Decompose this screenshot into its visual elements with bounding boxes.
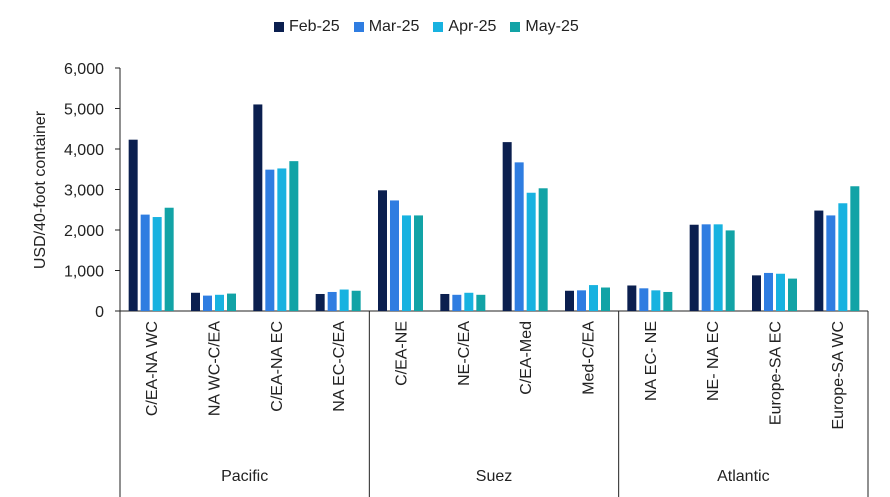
legend-item-mar-25: Mar-25 — [353, 18, 420, 36]
bar — [814, 210, 824, 311]
bar — [140, 214, 150, 311]
bar — [577, 290, 586, 311]
x-tick-label: Europe-SA EC — [768, 321, 785, 425]
bar — [339, 289, 349, 311]
bar — [191, 292, 200, 311]
bar — [663, 291, 673, 311]
bar — [701, 224, 711, 311]
x-tick-label: Europe-SA WC — [830, 321, 847, 429]
bar — [764, 272, 773, 311]
x-tick-label: C/EA-NE — [394, 321, 411, 386]
bar — [713, 224, 723, 311]
y-tick-label: 5,000 — [64, 102, 104, 119]
bar — [378, 190, 387, 311]
legend-swatch-may-25 — [510, 22, 521, 32]
legend-swatch-feb-25 — [274, 22, 284, 32]
bar — [838, 203, 848, 311]
bar — [589, 285, 598, 311]
legend-label-feb-25: Feb-25 — [289, 18, 340, 35]
legend-label-mar-25: Mar-25 — [368, 18, 420, 35]
bar — [538, 188, 548, 311]
bar — [277, 168, 287, 311]
bar — [502, 142, 512, 311]
bar — [850, 186, 860, 311]
bar — [414, 215, 423, 311]
bar — [253, 104, 263, 311]
y-tick-label: 4,000 — [64, 142, 104, 159]
bar — [601, 287, 610, 311]
y-tick-label: 6,000 — [64, 61, 104, 78]
plot-area: 0 1,000 2,000 3,000 4,000 5,000 6,000 C/EA-NA W… — [64, 61, 869, 497]
bar — [215, 294, 224, 311]
legend-item-apr-25: Apr-25 — [433, 18, 496, 36]
bar — [752, 275, 761, 311]
y-tick-label: 2,000 — [64, 223, 104, 240]
bar — [203, 295, 212, 311]
bar — [452, 294, 462, 311]
x-tick-label: C/EA-NA EC — [269, 321, 286, 412]
bar — [440, 293, 450, 311]
bar — [565, 290, 574, 311]
bar — [689, 224, 699, 311]
bar — [164, 207, 174, 311]
x-tick-label: Med-C/EA — [581, 321, 598, 395]
bar — [152, 217, 162, 311]
legend-label-apr-25: Apr-25 — [448, 18, 497, 35]
x-tick-label: NA EC-C/EA — [331, 321, 348, 412]
x-tick-label: NE- NA EC — [705, 321, 722, 401]
legend-item-may-25: May-25 — [510, 18, 579, 36]
x-tick-label: NA WC-C/EA — [207, 321, 224, 416]
bar — [651, 290, 661, 311]
bar — [725, 230, 735, 311]
group-label: Suez — [476, 468, 512, 485]
y-tick-label: 1,000 — [64, 264, 104, 281]
bar — [128, 139, 138, 311]
bar — [327, 291, 337, 311]
group-label: Pacific — [221, 468, 268, 485]
y-tick-label: 0 — [95, 304, 104, 321]
bar — [464, 292, 474, 311]
legend-item-feb-25: Feb-25 — [274, 18, 340, 36]
bar — [227, 293, 236, 311]
bar — [289, 161, 299, 311]
group-label: Atlantic — [717, 468, 769, 485]
bar — [639, 288, 649, 311]
bar — [514, 162, 524, 311]
x-tick-label: NE-C/EA — [456, 321, 473, 386]
y-tick-label: 3,000 — [64, 183, 104, 200]
bar — [826, 215, 836, 311]
x-tick-label: NA EC- NE — [643, 321, 660, 401]
bar — [402, 215, 411, 311]
bar — [315, 293, 325, 311]
y-axis-label: USD/40-foot container — [32, 110, 49, 269]
bar — [776, 273, 785, 311]
bar — [526, 192, 536, 311]
legend-label-may-25: May-25 — [525, 18, 579, 35]
bar — [788, 278, 797, 311]
bar — [390, 200, 399, 311]
chart-legend: Feb-25 Mar-25 Apr-25 May-25 — [274, 18, 579, 36]
bar — [627, 285, 637, 311]
legend-swatch-mar-25 — [353, 22, 364, 32]
bar — [476, 294, 486, 311]
x-tick-label: C/EA-NA WC — [144, 321, 161, 416]
bar — [351, 290, 361, 311]
legend-swatch-apr-25 — [433, 22, 444, 32]
bar — [265, 169, 275, 311]
x-tick-label: C/EA-Med — [518, 321, 535, 395]
